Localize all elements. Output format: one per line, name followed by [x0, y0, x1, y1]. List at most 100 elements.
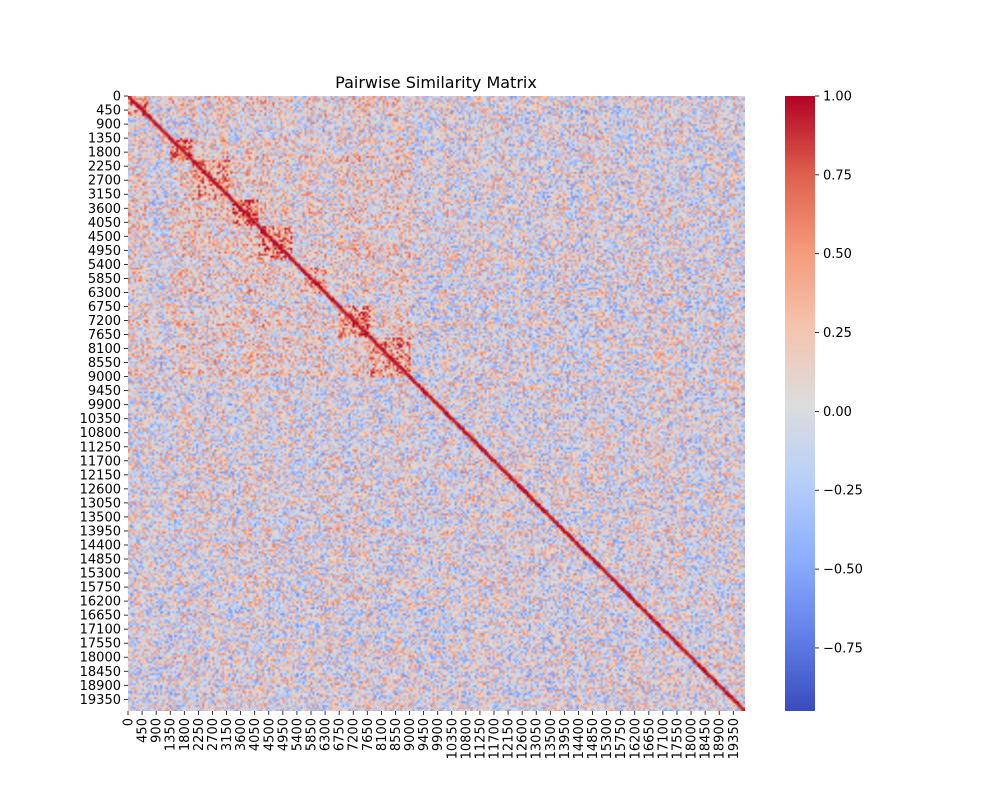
x-tick-label: 0: [122, 718, 137, 726]
chart-title: Pairwise Similarity Matrix: [335, 73, 537, 92]
x-tick-label: 11700: [487, 718, 502, 759]
y-tick-label: 7200: [88, 314, 121, 329]
x-tick-label: 13500: [544, 718, 559, 759]
x-tick-label: 7650: [361, 718, 376, 751]
y-tick-label: 6750: [88, 300, 121, 315]
y-tick-label: 10350: [80, 412, 121, 427]
colorbar-tick-label: 0.00: [823, 405, 852, 420]
x-tick-label: 8550: [389, 718, 404, 751]
heatmap-area: [128, 96, 745, 711]
y-tick-label: 18450: [80, 665, 121, 680]
colorbar-tick-label: 0.75: [823, 168, 852, 183]
y-tick-label: 1800: [88, 146, 121, 161]
y-tick-label: 3600: [88, 202, 121, 217]
y-tick-label: 13500: [80, 510, 121, 525]
x-tick-label: 450: [136, 718, 151, 743]
y-tick-label: 6300: [88, 286, 121, 301]
y-tick-label: 4500: [88, 230, 121, 245]
y-tick-label: 14850: [80, 553, 121, 568]
y-tick-label: 15750: [80, 581, 121, 596]
x-axis: 0 450 900 1350 1800 2250 2700 3150 3600 4050 4500 4…: [122, 711, 742, 759]
x-tick-label: 16650: [642, 718, 657, 759]
y-tick-label: 2700: [88, 174, 121, 189]
x-tick-label: 3150: [220, 718, 235, 751]
x-tick-label: 18450: [699, 718, 714, 759]
y-tick-label: 2250: [88, 160, 121, 175]
y-tick-label: 14400: [80, 538, 121, 553]
x-tick-label: 9000: [403, 718, 418, 751]
y-tick-label: 8550: [88, 356, 121, 371]
colorbar-tick-label: −0.25: [823, 484, 863, 499]
y-tick-label: 12150: [80, 468, 121, 483]
y-tick-label: 12600: [80, 482, 121, 497]
y-tick-label: 18900: [80, 679, 121, 694]
x-tick-label: 11250: [473, 718, 488, 759]
colorbar-tick-label: −0.75: [823, 641, 863, 656]
y-tick-label: 3150: [88, 188, 121, 203]
x-tick-label: 4050: [248, 718, 263, 751]
x-tick-label: 15300: [600, 718, 615, 759]
x-tick-label: 14850: [586, 718, 601, 759]
x-tick-label: 13050: [530, 718, 545, 759]
x-tick-label: 14400: [572, 718, 587, 759]
y-tick-label: 9900: [88, 398, 121, 413]
colorbar-tick-label: 1.00: [823, 90, 852, 105]
y-tick-label: 13950: [80, 524, 121, 539]
y-tick-label: 9450: [88, 384, 121, 399]
y-tick-label: 19350: [80, 693, 121, 708]
y-tick-label: 16200: [80, 595, 121, 610]
x-tick-label: 4500: [262, 718, 277, 751]
y-tick-label: 18000: [80, 651, 121, 666]
y-tick-label: 11250: [80, 440, 121, 455]
x-tick-label: 15750: [614, 718, 629, 759]
colorbar: [785, 96, 815, 711]
x-tick-label: 1800: [178, 718, 193, 751]
x-tick-label: 6300: [319, 718, 334, 751]
colorbar-gradient: [785, 96, 815, 711]
x-tick-label: 9900: [431, 718, 446, 751]
y-tick-label: 1350: [88, 132, 121, 147]
y-tick-label: 900: [96, 118, 121, 133]
colorbar-axis: 1.00 0.75 0.50 0.25 0.00 −0.25 −0.50 −0.75: [815, 90, 863, 656]
x-tick-label: 5850: [305, 718, 320, 751]
y-tick-label: 10800: [80, 426, 121, 441]
x-tick-label: 6750: [333, 718, 348, 751]
y-tick-label: 11700: [80, 454, 121, 469]
colorbar-tick-label: 0.25: [823, 326, 852, 341]
x-tick-label: 10800: [459, 718, 474, 759]
x-tick-label: 5400: [290, 718, 305, 751]
x-tick-label: 3600: [234, 718, 249, 751]
x-tick-label: 1350: [164, 718, 179, 751]
y-tick-label: 450: [96, 104, 121, 119]
x-tick-label: 18900: [713, 718, 728, 759]
y-tick-label: 5400: [88, 258, 121, 273]
x-tick-label: 17100: [656, 718, 671, 759]
x-tick-label: 8100: [375, 718, 390, 751]
x-tick-label: 17550: [670, 718, 685, 759]
y-tick-label: 8100: [88, 342, 121, 357]
x-tick-label: 13950: [558, 718, 573, 759]
y-tick-label: 17100: [80, 623, 121, 638]
x-tick-label: 2700: [206, 718, 221, 751]
x-tick-label: 4950: [276, 718, 291, 751]
y-tick-label: 5850: [88, 272, 121, 287]
x-tick-label: 12150: [502, 718, 517, 759]
y-tick-label: 4950: [88, 244, 121, 259]
y-tick-label: 9000: [88, 370, 121, 385]
x-tick-label: 9450: [417, 718, 432, 751]
y-tick-label: 4050: [88, 216, 121, 231]
x-tick-label: 900: [150, 718, 165, 743]
x-tick-label: 10350: [445, 718, 460, 759]
y-tick-label: 17550: [80, 637, 121, 652]
y-tick-label: 13050: [80, 496, 121, 511]
colorbar-tick-label: −0.50: [823, 563, 863, 578]
x-tick-label: 2250: [192, 718, 207, 751]
heatmap-cells: [128, 96, 745, 711]
y-axis: 0450900135018002250270031503600405045004…: [80, 90, 128, 708]
x-tick-label: 7200: [347, 718, 362, 751]
y-tick-label: 16650: [80, 609, 121, 624]
y-tick-label: 0: [113, 90, 121, 105]
x-tick-label: 19350: [727, 718, 742, 759]
colorbar-tick-label: 0.50: [823, 247, 852, 262]
